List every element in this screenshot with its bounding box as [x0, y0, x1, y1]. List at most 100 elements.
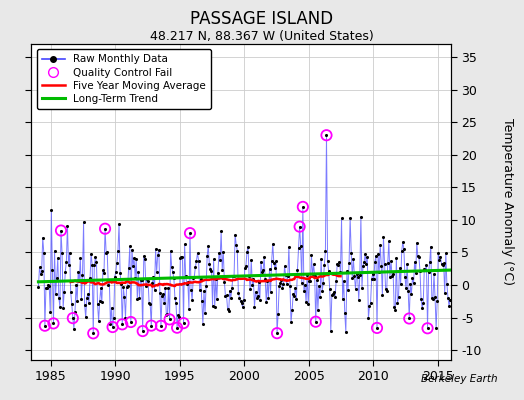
Point [130, 255, 138, 261]
Point [384, 260, 392, 266]
Point [399, 239, 407, 245]
Point [375, 268, 384, 275]
Point [56, 304, 64, 310]
Point [50, 247, 59, 254]
Point [406, 281, 414, 288]
Point [381, 286, 390, 292]
Point [278, 284, 287, 291]
Point [83, 294, 91, 301]
Point [47, 207, 56, 213]
Point [363, 254, 372, 260]
Point [358, 285, 366, 291]
Point [52, 274, 61, 281]
Point [187, 287, 195, 294]
Point [111, 274, 119, 280]
Point [227, 295, 235, 301]
Point [79, 219, 88, 225]
Point [147, 322, 156, 329]
Point [300, 287, 308, 294]
Point [412, 240, 421, 246]
Point [250, 304, 259, 310]
Point [177, 254, 185, 260]
Point [404, 288, 412, 294]
Point [190, 274, 199, 280]
Point [286, 283, 294, 289]
Point [316, 294, 324, 300]
Point [441, 290, 449, 297]
Point [214, 269, 222, 276]
Point [134, 269, 143, 275]
Point [368, 271, 377, 277]
Point [296, 224, 304, 230]
Point [121, 314, 129, 321]
Point [171, 295, 179, 302]
Point [243, 249, 251, 256]
Point [398, 248, 406, 254]
Point [339, 296, 347, 302]
Point [264, 295, 272, 301]
Point [436, 254, 445, 260]
Point [247, 256, 255, 263]
Point [429, 296, 437, 303]
Point [174, 312, 182, 318]
Point [424, 269, 433, 276]
Point [365, 303, 374, 310]
Point [165, 285, 173, 292]
Point [136, 277, 145, 283]
Point [60, 288, 69, 295]
Point [289, 291, 297, 298]
Point [297, 243, 305, 249]
Point [150, 287, 159, 293]
Point [345, 260, 353, 266]
Point [211, 304, 219, 311]
Point [372, 253, 380, 259]
Point [204, 243, 212, 249]
Point [370, 258, 379, 265]
Point [125, 264, 133, 271]
Point [124, 282, 132, 289]
Point [362, 260, 370, 267]
Point [409, 280, 418, 286]
Point [189, 275, 198, 282]
Point [423, 325, 432, 332]
Point [149, 274, 158, 280]
Point [61, 268, 70, 275]
Point [445, 302, 453, 309]
Point [218, 267, 226, 273]
Point [69, 315, 77, 321]
Point [54, 295, 63, 301]
Point [159, 291, 167, 297]
Point [274, 311, 282, 317]
Point [223, 306, 232, 312]
Point [403, 260, 411, 267]
Point [148, 279, 157, 286]
Point [219, 249, 227, 255]
Point [126, 243, 134, 249]
Point [71, 309, 79, 315]
Point [275, 283, 283, 289]
Point [133, 296, 141, 303]
Point [417, 296, 425, 302]
Point [237, 300, 246, 306]
Point [287, 319, 295, 325]
Point [41, 322, 49, 329]
Point [168, 264, 176, 270]
Point [308, 272, 316, 279]
Point [194, 257, 203, 264]
Point [279, 281, 288, 288]
Point [329, 290, 337, 297]
Point [379, 233, 388, 240]
Point [244, 243, 252, 250]
Point [231, 232, 239, 238]
Point [84, 291, 92, 297]
Point [304, 301, 312, 307]
Point [69, 315, 77, 321]
Point [41, 322, 49, 329]
Point [179, 320, 188, 326]
Point [271, 264, 279, 271]
Point [319, 280, 328, 286]
Point [156, 290, 164, 296]
Point [196, 276, 205, 282]
Point [305, 278, 313, 285]
Point [269, 241, 277, 247]
